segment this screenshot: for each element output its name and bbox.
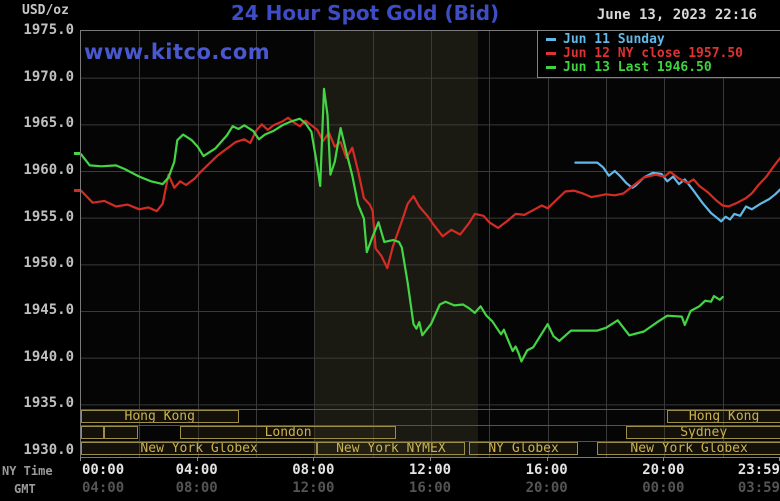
legend-item: Jun 13 Last 1946.50	[546, 61, 780, 75]
y-tick-label: 1940.0	[23, 348, 74, 365]
x-tick-ny-time: 23:59	[737, 462, 780, 478]
plot-area: Hong Kong Hong Kong London Sydney New York G…	[80, 30, 780, 458]
y-tick-label: 1970.0	[23, 68, 74, 85]
legend-dash-icon	[546, 66, 556, 69]
y-tick-label: 1960.0	[23, 162, 74, 178]
x-tick-gmt: 00:00	[642, 480, 685, 496]
legend-dash-icon	[546, 38, 556, 41]
chart-datetime: June 13, 2023 22:16	[596, 7, 757, 23]
chart-title: 24 Hour Spot Gold (Bid)	[230, 1, 500, 25]
nymex-floor-hours-band	[314, 31, 478, 457]
market-session-rows: Hong Kong Hong Kong London Sydney New York G…	[81, 409, 780, 457]
y-axis-units-label: USD/oz	[22, 3, 69, 18]
legend-dash-icon	[546, 52, 556, 55]
session-box-empty	[81, 426, 105, 439]
session-box: Hong Kong	[81, 410, 239, 423]
price-open-marker	[74, 188, 81, 192]
x-tick-ny-time: 16:00	[525, 462, 568, 478]
x-axis-tick-mark	[196, 457, 198, 461]
x-tick-ny-time: 08:00	[292, 462, 335, 478]
y-tick-label: 1965.0	[23, 115, 74, 132]
ny-time-row-label: NY Time	[2, 464, 53, 478]
x-tick-gmt: 12:00	[292, 480, 335, 496]
y-tick-label: 1975.0	[23, 22, 74, 38]
x-tick-gmt: 04:00	[82, 480, 125, 496]
y-tick-label: 1950.0	[23, 255, 74, 272]
x-axis-tick-mark	[430, 457, 431, 461]
x-axis-tick-mark	[663, 457, 665, 461]
y-tick-label: 1930.0	[23, 442, 74, 458]
session-box: New York NYMEX	[317, 442, 465, 455]
x-tick-ny-time: 12:00	[408, 462, 452, 478]
x-axis-tick-mark	[313, 457, 315, 461]
legend-label: Jun 11 Sunday	[563, 32, 665, 47]
gmt-row-label: GMT	[14, 482, 36, 496]
session-box: NY Globex	[468, 442, 579, 455]
legend-item: Jun 11 Sunday	[546, 33, 780, 47]
y-tick-label: 1935.0	[23, 395, 74, 412]
legend-label: Jun 13 Last 1946.50	[563, 60, 712, 75]
session-box: New York Globex	[81, 442, 318, 455]
x-axis-tick-mark	[80, 457, 81, 461]
price-open-marker	[74, 152, 81, 156]
x-axis-tick-mark	[546, 457, 548, 461]
legend-label: Jun 12 NY close 1957.50	[563, 46, 744, 61]
session-box: Sydney	[626, 426, 780, 439]
x-tick-ny-time: 00:00	[82, 462, 125, 478]
price-line	[574, 161, 780, 223]
session-box: Hong Kong	[667, 410, 780, 423]
x-tick-gmt: 16:00	[408, 480, 452, 496]
y-tick-label: 1955.0	[23, 208, 74, 225]
x-tick-gmt: 08:00	[175, 480, 218, 496]
price-lines-svg	[81, 31, 780, 457]
x-tick-ny-time: 20:00	[642, 462, 685, 478]
session-row: New York Globex New York NYMEX NY Globex Ne…	[81, 441, 780, 458]
session-box: London	[180, 426, 396, 439]
session-box-empty	[104, 426, 138, 439]
kitco-watermark: www.kitco.com	[84, 40, 271, 64]
session-box: New York Globex	[597, 442, 780, 455]
session-row: Hong Kong Hong Kong	[81, 409, 780, 426]
session-row: London Sydney	[81, 425, 780, 442]
y-tick-label: 1945.0	[23, 302, 74, 318]
x-tick-gmt: 03:59	[737, 480, 780, 496]
x-tick-gmt: 20:00	[525, 480, 568, 496]
legend-item: Jun 12 NY close 1957.50	[546, 47, 780, 61]
price-line	[81, 87, 724, 363]
price-line	[81, 116, 780, 270]
chart-legend: Jun 11 Sunday Jun 12 NY close 1957.50 Jun …	[537, 30, 780, 78]
x-tick-ny-time: 04:00	[175, 462, 218, 478]
